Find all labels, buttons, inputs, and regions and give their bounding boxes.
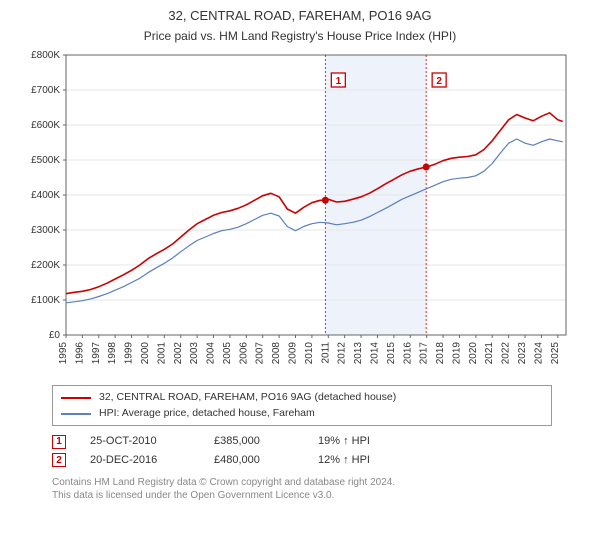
svg-text:2016: 2016 <box>402 341 413 364</box>
svg-text:2006: 2006 <box>238 341 249 364</box>
svg-text:£200K: £200K <box>31 260 60 271</box>
svg-text:1: 1 <box>336 76 342 87</box>
svg-text:1997: 1997 <box>91 341 102 364</box>
svg-text:2003: 2003 <box>189 341 200 364</box>
event-hpi: 19% ↑ HPI <box>318 432 438 451</box>
svg-text:2017: 2017 <box>419 341 430 364</box>
page-subtitle: Price paid vs. HM Land Registry's House … <box>12 29 588 43</box>
svg-text:2000: 2000 <box>140 341 151 364</box>
svg-text:£600K: £600K <box>31 120 60 131</box>
svg-text:2015: 2015 <box>386 341 397 364</box>
legend-label: 32, CENTRAL ROAD, FAREHAM, PO16 9AG (det… <box>99 390 396 406</box>
event-row: 1 25-OCT-2010 £385,000 19% ↑ HPI <box>52 432 584 451</box>
legend-label: HPI: Average price, detached house, Fare… <box>99 406 315 422</box>
footer-note: Contains HM Land Registry data © Crown c… <box>52 476 584 502</box>
footer-line-1: Contains HM Land Registry data © Crown c… <box>52 476 584 489</box>
svg-text:£0: £0 <box>49 330 61 341</box>
event-date: 20-DEC-2016 <box>90 451 190 470</box>
svg-text:2001: 2001 <box>156 341 167 364</box>
svg-text:£700K: £700K <box>31 85 60 96</box>
legend-swatch <box>61 413 91 415</box>
svg-text:2024: 2024 <box>533 341 544 364</box>
footer-line-2: This data is licensed under the Open Gov… <box>52 489 584 502</box>
legend-swatch <box>61 397 91 399</box>
svg-text:2011: 2011 <box>320 341 331 363</box>
event-marker: 2 <box>52 453 66 467</box>
report-container: 32, CENTRAL ROAD, FAREHAM, PO16 9AG Pric… <box>0 0 600 560</box>
event-price: £385,000 <box>214 432 294 451</box>
event-hpi: 12% ↑ HPI <box>318 451 438 470</box>
svg-text:2012: 2012 <box>337 341 348 364</box>
svg-text:2004: 2004 <box>206 341 217 364</box>
svg-text:2010: 2010 <box>304 341 315 364</box>
svg-text:2: 2 <box>436 76 442 87</box>
svg-text:2023: 2023 <box>517 341 528 364</box>
event-price: £480,000 <box>214 451 294 470</box>
price-chart: £0 £100K £200K £300K £400K £500K £600K £700K £80… <box>20 49 580 379</box>
svg-text:2005: 2005 <box>222 341 233 364</box>
svg-text:£100K: £100K <box>31 295 60 306</box>
svg-text:2021: 2021 <box>484 341 495 364</box>
svg-text:2020: 2020 <box>468 341 479 364</box>
page-title: 32, CENTRAL ROAD, FAREHAM, PO16 9AG <box>12 8 588 25</box>
svg-text:2013: 2013 <box>353 341 364 364</box>
event-date: 25-OCT-2010 <box>90 432 190 451</box>
svg-text:2008: 2008 <box>271 341 282 364</box>
events-table: 1 25-OCT-2010 £385,000 19% ↑ HPI 2 20-DEC-201… <box>52 432 584 469</box>
svg-text:£400K: £400K <box>31 190 60 201</box>
svg-text:2009: 2009 <box>288 341 299 364</box>
legend-item: 32, CENTRAL ROAD, FAREHAM, PO16 9AG (det… <box>61 390 543 406</box>
svg-text:2018: 2018 <box>435 341 446 364</box>
svg-text:£500K: £500K <box>31 155 60 166</box>
event-marker: 1 <box>52 435 66 449</box>
event-row: 2 20-DEC-2016 £480,000 12% ↑ HPI <box>52 451 584 470</box>
svg-text:2014: 2014 <box>369 341 380 364</box>
legend: 32, CENTRAL ROAD, FAREHAM, PO16 9AG (det… <box>52 385 552 427</box>
svg-text:2025: 2025 <box>550 341 561 364</box>
svg-text:2022: 2022 <box>501 341 512 364</box>
svg-text:1998: 1998 <box>107 341 118 364</box>
svg-text:2007: 2007 <box>255 341 266 364</box>
svg-text:1999: 1999 <box>124 341 135 364</box>
svg-text:£300K: £300K <box>31 225 60 236</box>
svg-text:2002: 2002 <box>173 341 184 364</box>
svg-text:£800K: £800K <box>31 50 60 61</box>
svg-text:1996: 1996 <box>74 341 85 364</box>
svg-text:1995: 1995 <box>58 341 69 364</box>
legend-item: HPI: Average price, detached house, Fare… <box>61 406 543 422</box>
svg-text:2019: 2019 <box>451 341 462 364</box>
